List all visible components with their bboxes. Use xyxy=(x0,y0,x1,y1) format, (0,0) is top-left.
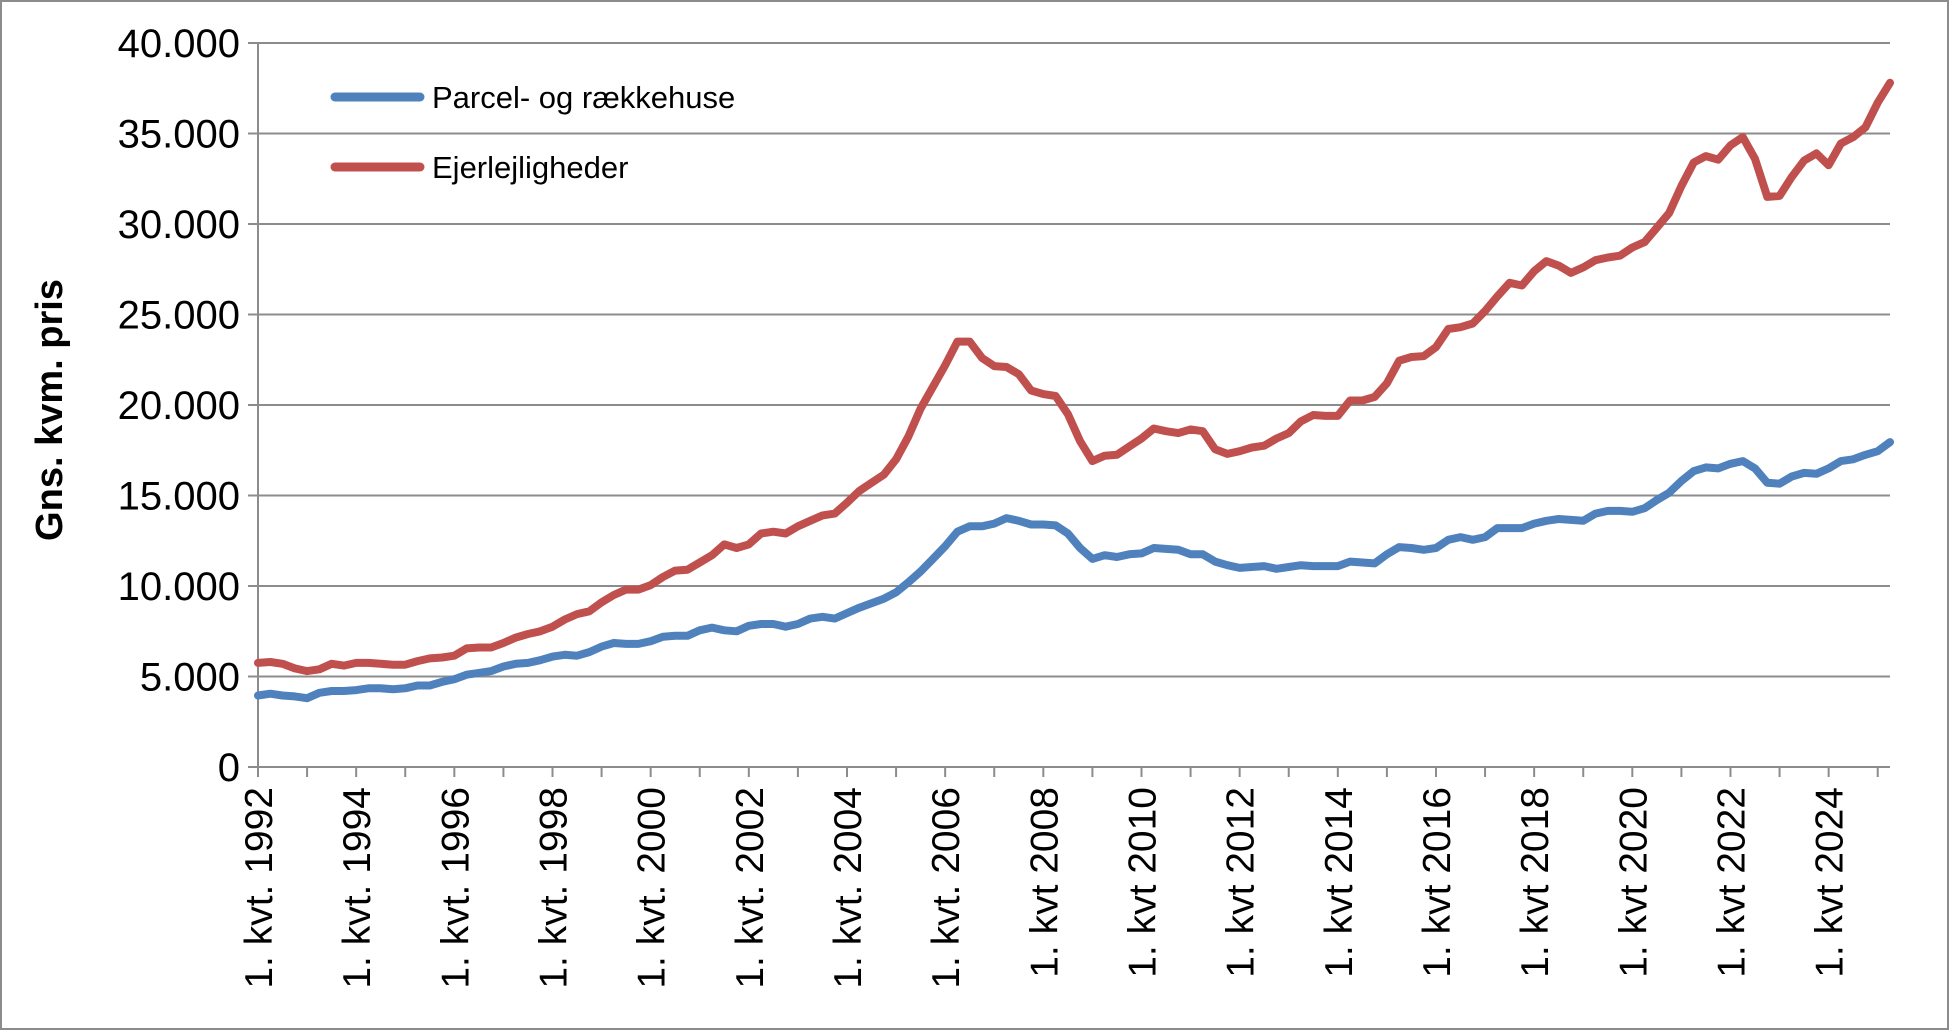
x-tick-label: 1. kvt 2010 xyxy=(1121,787,1164,978)
x-tick-label: 1. kvt. 1992 xyxy=(238,787,281,989)
x-tick-label: 1. kvt. 2000 xyxy=(631,787,674,989)
y-tick-label: 25.000 xyxy=(118,294,240,338)
x-tick-label: 1. kvt. 1996 xyxy=(434,787,477,989)
y-tick-label: 0 xyxy=(218,746,240,790)
x-tick-label: 1. kvt 2008 xyxy=(1023,787,1066,978)
x-tick-label: 1. kvt 2016 xyxy=(1416,787,1459,978)
x-tick-label: 1. kvt 2024 xyxy=(1809,787,1852,978)
legend-label: Ejerlejligheder xyxy=(432,150,628,185)
x-tick-label: 1. kvt 2018 xyxy=(1514,787,1557,978)
y-tick-label: 20.000 xyxy=(118,384,240,428)
x-tick-label: 1. kvt 2020 xyxy=(1612,787,1655,978)
x-tick-label: 1. kvt. 1994 xyxy=(336,787,379,989)
legend-label: Parcel- og rækkehuse xyxy=(432,80,735,115)
y-tick-label: 10.000 xyxy=(118,565,240,609)
x-tick-label: 1. kvt. 2006 xyxy=(925,787,968,989)
x-axis-ticks: 1. kvt. 1992 1. kvt. 1994 1. kvt. 1996 1. k… xyxy=(238,767,1879,989)
y-axis-ticks: 0 5.000 10.000 15.000 20.000 25.000 30.000 35.0… xyxy=(118,22,258,790)
y-axis-label: Gns. kvm. pris xyxy=(29,279,71,541)
gridlines xyxy=(258,42,1890,678)
y-tick-label: 40.000 xyxy=(118,22,240,66)
x-tick-label: 1. kvt. 2002 xyxy=(729,787,772,989)
x-tick-label: 1. kvt. 1998 xyxy=(532,787,575,989)
y-tick-label: 5.000 xyxy=(140,656,240,700)
series-lines xyxy=(254,78,1894,703)
y-tick-label: 15.000 xyxy=(118,475,240,519)
x-tick-label: 1. kvt 2014 xyxy=(1318,787,1361,978)
y-tick-label: 30.000 xyxy=(118,203,240,247)
x-tick-label: 1. kvt. 2004 xyxy=(827,787,870,989)
y-tick-label: 35.000 xyxy=(118,113,240,157)
x-tick-label: 1. kvt 2012 xyxy=(1220,787,1263,978)
legend: Parcel- og rækkehuse Ejerlejligheder xyxy=(330,80,735,185)
x-tick-label: 1. kvt 2022 xyxy=(1710,787,1753,978)
series-line-ejerlejligheder xyxy=(254,78,1894,676)
series-line-parcel-raekkehuse xyxy=(254,438,1894,703)
